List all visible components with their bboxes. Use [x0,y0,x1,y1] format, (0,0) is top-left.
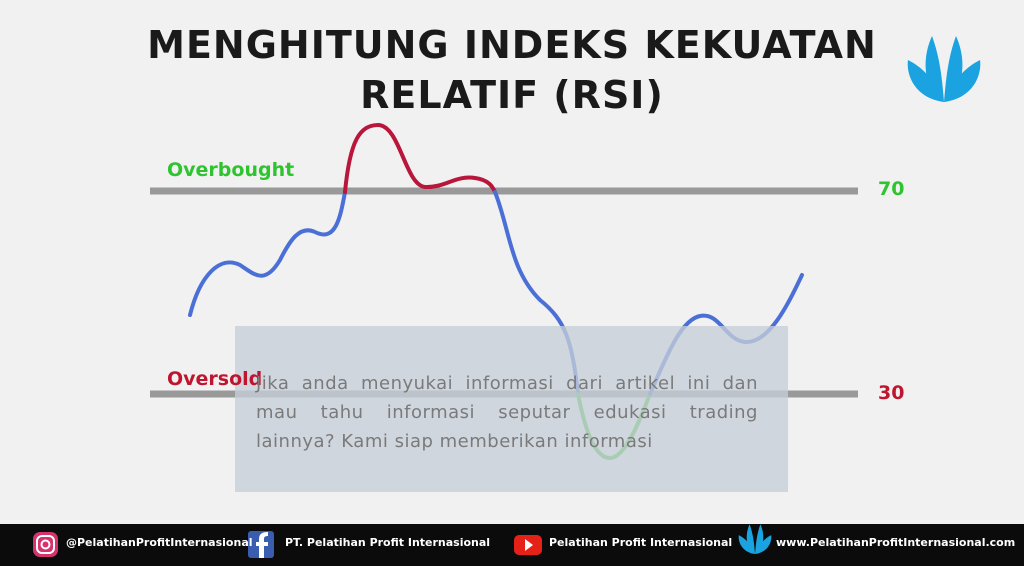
overlay-text: mau tahu informasi seputar edukasi tradi… [256,402,758,423]
rsi-curve [188,190,347,317]
instagram-icon [33,532,58,557]
rsi-curve [343,122,497,194]
title-line: MENGHITUNG INDEKS KEKUATAN [147,23,877,67]
youtube-icon [514,535,542,555]
footer-icons [33,524,772,558]
overlay-box [235,326,788,492]
overlay-text: lainnya? Kami siap memberikan informasi [256,431,653,452]
footer-instagram: @PelatihanProfitInternasional [66,536,253,549]
footer-youtube: Pelatihan Profit Internasional [549,536,733,549]
oversold-value: 30 [878,382,905,404]
logo [907,36,981,102]
footer [0,524,1024,566]
title-line: RELATIF (RSI) [360,73,664,117]
footer-facebook: PT. Pelatihan Profit Internasional [285,536,491,549]
overlay-text: Jika anda menyukai informasi dari artike… [256,373,758,394]
overbought-value: 70 [878,178,905,200]
logo-small [738,524,772,554]
facebook-icon [248,531,274,558]
overbought-label: Overbought [167,159,295,181]
oversold-label: Oversold [167,368,263,390]
footer-website: www.PelatihanProfitInternasional.com [776,536,1016,549]
rsi-illustration [150,36,981,492]
